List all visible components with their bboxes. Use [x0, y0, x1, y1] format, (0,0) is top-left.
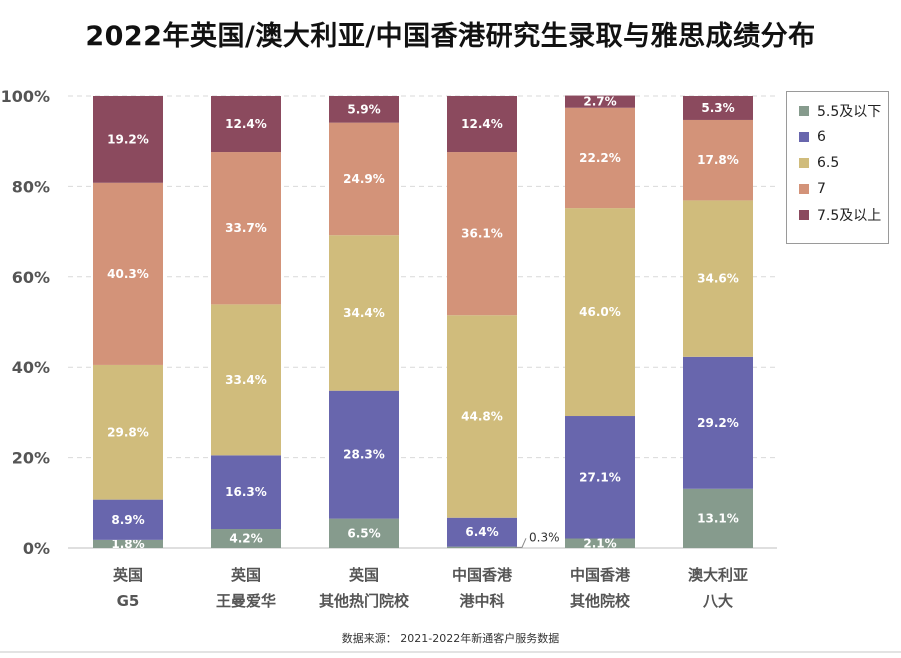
bar-segment [93, 96, 163, 183]
bar-segment [683, 356, 753, 489]
data-label: 46.0% [579, 305, 621, 319]
bar-segment [329, 235, 399, 391]
bar-segment [211, 152, 281, 305]
bar-segment [329, 96, 399, 123]
bar-segment [329, 518, 399, 548]
data-label: 12.4% [461, 117, 503, 131]
bar-segment [211, 304, 281, 456]
bar-segment [683, 96, 753, 120]
legend-label: 7 [817, 181, 826, 197]
bar-segment [447, 152, 517, 316]
data-label: 44.8% [461, 409, 503, 423]
bar-segment [93, 364, 163, 500]
x-tick-label: G5 [117, 592, 140, 610]
data-label: 40.3% [107, 267, 149, 281]
y-tick-label: 20% [12, 449, 50, 468]
data-label: 28.3% [343, 448, 385, 462]
data-label: 16.3% [225, 485, 267, 499]
data-label: 22.2% [579, 151, 621, 165]
bar-segment [683, 200, 753, 357]
bar-segment [329, 390, 399, 519]
data-label: 6.4% [465, 525, 498, 539]
x-tick-label: 中国香港 [570, 566, 631, 584]
y-tick-label: 0% [23, 539, 50, 558]
bar-segment [211, 529, 281, 548]
data-label: 0.3% [529, 530, 560, 544]
bar-segment [329, 122, 399, 236]
data-label: 4.2% [229, 532, 262, 546]
y-tick-label: 40% [12, 358, 50, 377]
bar-segment [447, 96, 517, 153]
legend-label: 6.5 [817, 155, 840, 171]
data-label: 34.6% [697, 272, 739, 286]
y-tick-label: 100% [1, 87, 50, 106]
data-label: 13.1% [697, 511, 739, 525]
bar-segment [211, 455, 281, 530]
x-tick-label: 八大 [702, 592, 733, 610]
legend-label: 6 [817, 129, 826, 145]
bar-segment [683, 119, 753, 201]
leader-line [515, 538, 527, 548]
bar-segment [447, 546, 517, 548]
bar-segment [447, 517, 517, 547]
bar-segment [565, 95, 635, 108]
x-tick-label: 其他院校 [570, 592, 631, 610]
data-label: 27.1% [579, 470, 621, 484]
data-label: 6.5% [347, 526, 380, 540]
data-label: 29.8% [107, 425, 149, 439]
legend-swatch [799, 132, 809, 142]
x-tick-label: 英国 [349, 566, 379, 584]
x-tick-label: 澳大利亚 [688, 566, 748, 584]
x-tick-label: 王曼爱华 [216, 592, 276, 610]
data-label: 2.1% [583, 536, 616, 550]
bar-segment [565, 107, 635, 209]
data-label: 19.2% [107, 132, 149, 146]
data-label: 36.1% [461, 227, 503, 241]
bar-segment [565, 416, 635, 539]
legend-label: 7.5及以上 [817, 208, 882, 224]
x-tick-label: 中国香港 [452, 566, 513, 584]
x-tick-label: 其他热门院校 [319, 592, 410, 610]
data-source-note: 数据来源： 2021-2022年新通客户服务数据 [341, 632, 560, 645]
data-label: 1.8% [111, 537, 144, 551]
bar-segment [447, 315, 517, 518]
legend-label: 5.5及以下 [817, 104, 882, 120]
data-label: 33.7% [225, 221, 267, 235]
bar-segment [93, 499, 163, 540]
bar-segment [683, 488, 753, 548]
data-label: 12.4% [225, 117, 267, 131]
data-label: 33.4% [225, 373, 267, 387]
bar-segment [93, 539, 163, 548]
y-tick-label: 80% [12, 177, 50, 196]
legend-swatch [799, 106, 809, 116]
legend-item: 7 [799, 176, 888, 202]
bar-segment [565, 538, 635, 548]
data-label: 8.9% [111, 513, 144, 527]
data-label: 24.9% [343, 172, 385, 186]
legend: 5.5及以下 6 6.5 7 7.5及以上 [786, 91, 889, 244]
data-label: 2.7% [583, 95, 616, 109]
legend-item: 7.5及以上 [799, 202, 888, 228]
legend-swatch [799, 184, 809, 194]
data-label: 34.4% [343, 306, 385, 320]
x-tick-label: 港中科 [459, 592, 504, 610]
data-label: 29.2% [697, 416, 739, 430]
legend-item: 5.5及以下 [799, 98, 888, 124]
y-tick-label: 60% [12, 268, 50, 287]
legend-item: 6 [799, 124, 888, 150]
legend-item: 6.5 [799, 150, 888, 176]
bottom-divider [0, 651, 901, 653]
data-label: 17.8% [697, 153, 739, 167]
bar-segment [565, 208, 635, 417]
bar-segment [93, 182, 163, 365]
chart-title: 2022年英国/澳大利亚/中国香港研究生录取与雅思成绩分布 [85, 21, 816, 52]
legend-swatch [799, 158, 809, 168]
bar-segment [211, 96, 281, 153]
data-label: 5.3% [701, 101, 734, 115]
data-label: 5.9% [347, 102, 380, 116]
legend-swatch [799, 210, 809, 220]
x-tick-label: 英国 [231, 566, 261, 584]
x-tick-label: 英国 [113, 566, 143, 584]
